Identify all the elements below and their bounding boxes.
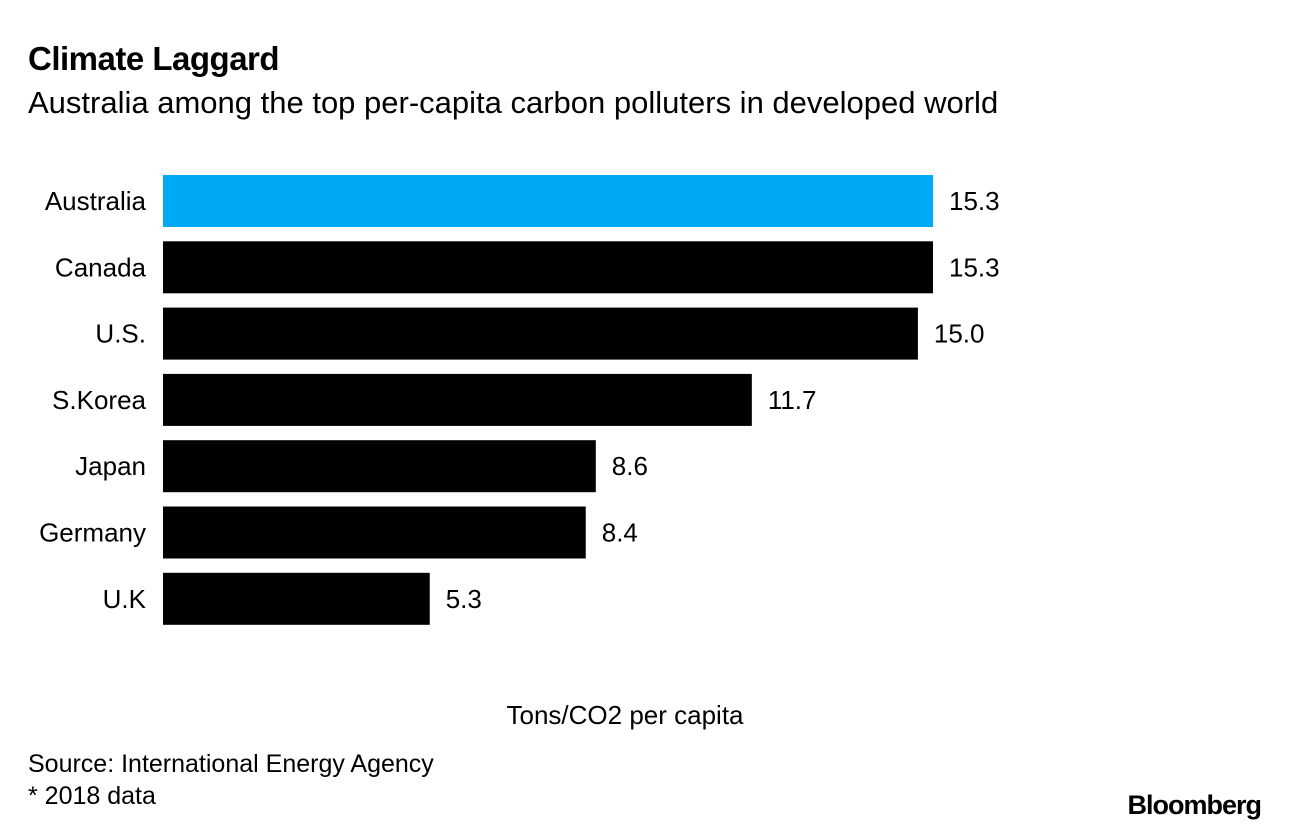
value-label-canada: 15.3 [949,252,1000,282]
bar-canada [163,241,933,294]
category-label-germany: Germany [39,518,146,548]
category-label-s-korea: S.Korea [52,385,146,415]
category-label-u-s: U.S. [95,319,146,349]
bar-s-korea [163,373,752,426]
category-label-japan: Japan [75,451,146,481]
bar-u-k [163,572,430,625]
chart-title: Climate Laggard [28,40,280,77]
bar-germany [163,506,586,559]
bloomberg-logo: Bloomberg [1127,790,1262,820]
category-label-canada: Canada [55,252,147,282]
bar-japan [163,440,596,493]
value-label-germany: 8.4 [602,518,638,548]
category-label-australia: Australia [45,186,147,216]
value-label-u-s: 15.0 [934,319,985,349]
value-label-s-korea: 11.7 [768,385,817,415]
chart-subtitle: Australia among the top per-capita carbo… [28,85,999,120]
value-label-australia: 15.3 [949,186,1000,216]
source-note: Source: International Energy Agency [28,750,434,778]
footnote: * 2018 data [28,782,156,810]
bar-chart: Australia 15.3 Canada 15.3 U.S. 15.0 S.Korea 11… [39,175,1000,625]
value-label-japan: 8.6 [612,451,648,481]
bar-u-s [163,307,918,360]
bar-australia [163,175,933,227]
value-label-u-k: 5.3 [446,584,482,614]
category-label-u-k: U.K [103,584,147,614]
x-axis-title: Tons/CO2 per capita [506,700,744,730]
